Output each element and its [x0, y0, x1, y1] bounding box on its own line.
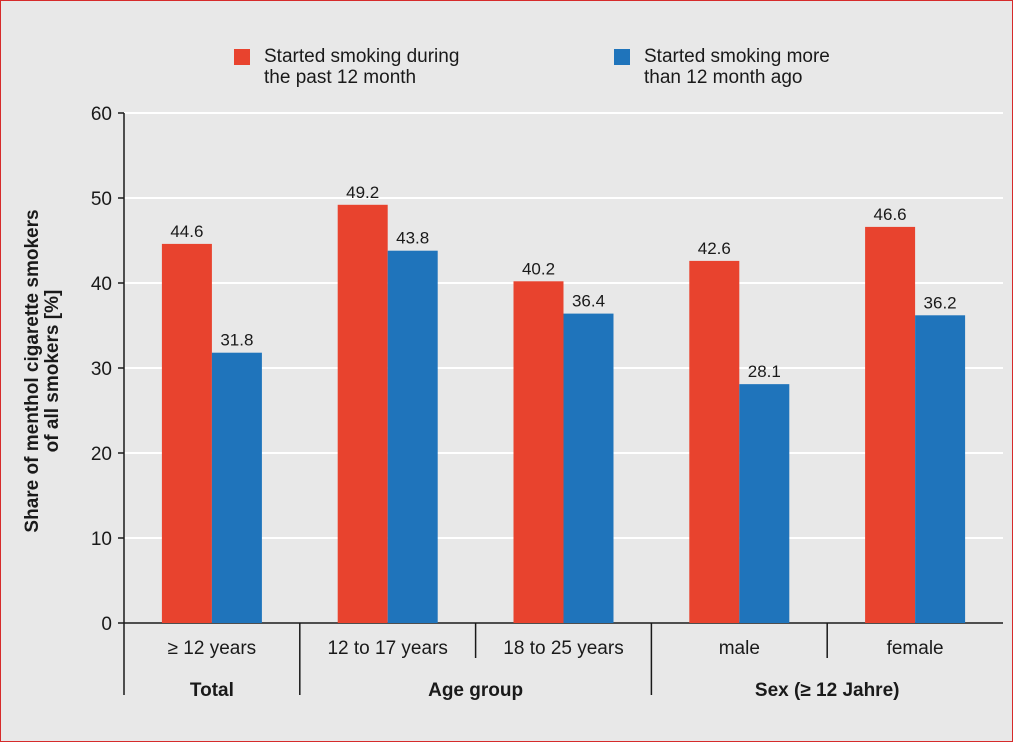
y-tick-label: 60 — [91, 104, 112, 125]
legend-swatch-recent — [234, 49, 250, 65]
bar-recent — [161, 243, 212, 623]
legend-item-earlier: Started smoking more than 12 month ago — [614, 46, 994, 88]
group-label: Age group — [428, 680, 523, 701]
data-label: 36.2 — [924, 293, 957, 312]
data-label: 40.2 — [522, 259, 555, 278]
legend-label-earlier: Started smoking more than 12 month ago — [644, 46, 830, 88]
y-tick-label: 10 — [91, 529, 112, 550]
y-tick-label: 20 — [91, 444, 112, 465]
y-tick-label: 50 — [91, 189, 112, 210]
data-label: 28.1 — [748, 362, 781, 381]
data-label: 49.2 — [346, 183, 379, 202]
legend-label-recent: Started smoking during the past 12 month — [264, 46, 460, 88]
bar-recent — [337, 204, 388, 624]
bar-recent — [513, 281, 564, 623]
bar-earlier — [563, 313, 614, 623]
category-label: 12 to 17 years — [327, 638, 447, 659]
data-label: 46.6 — [874, 205, 907, 224]
legend: Started smoking during the past 12 month… — [234, 46, 994, 88]
category-label: ≥ 12 years — [168, 638, 257, 659]
legend-swatch-earlier — [614, 49, 630, 65]
group-label: Sex (≥ 12 Jahre) — [755, 680, 900, 701]
bar-recent — [865, 226, 916, 623]
category-label: female — [887, 638, 944, 659]
bar-earlier — [211, 352, 262, 623]
bar-earlier — [739, 384, 790, 623]
legend-item-recent: Started smoking during the past 12 month — [234, 46, 614, 88]
category-label: 18 to 25 years — [503, 638, 623, 659]
bar-earlier — [387, 250, 438, 623]
category-label: male — [719, 638, 760, 659]
data-label: 36.4 — [572, 292, 605, 311]
y-tick-label: 30 — [91, 359, 112, 380]
data-label: 44.6 — [170, 222, 203, 241]
data-label: 43.8 — [396, 229, 429, 248]
group-label: Total — [190, 680, 234, 701]
bar-earlier — [915, 315, 966, 623]
data-label: 42.6 — [698, 239, 731, 258]
bar-recent — [689, 260, 740, 623]
y-tick-label: 40 — [91, 274, 112, 295]
y-tick-label: 0 — [101, 614, 112, 635]
data-label: 31.8 — [220, 331, 253, 350]
